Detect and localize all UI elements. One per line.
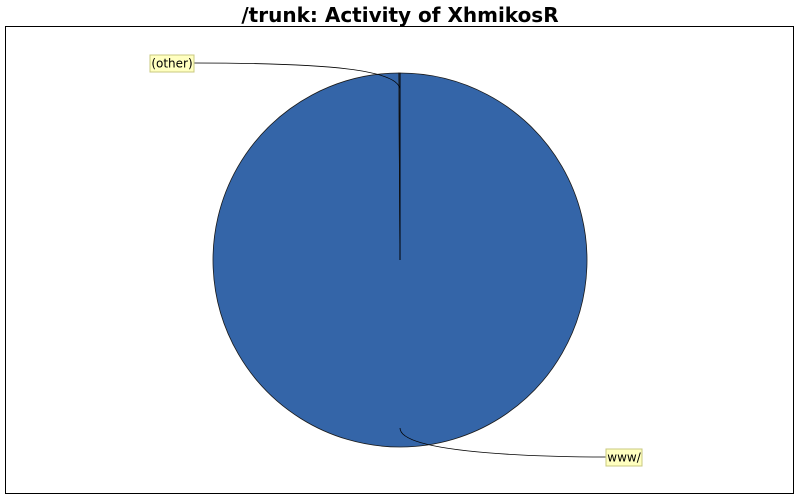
- label-other-box: [149, 54, 195, 73]
- label-www-leader-line: [399, 427, 607, 458]
- label-www-box: [605, 448, 643, 467]
- label-other-leader-line: [193, 62, 401, 91]
- plot-frame: [5, 26, 794, 494]
- label-other: (other): [151, 57, 192, 71]
- chart-title: /trunk: Activity of XhmikosR: [241, 3, 559, 27]
- label-www: www/: [607, 451, 641, 465]
